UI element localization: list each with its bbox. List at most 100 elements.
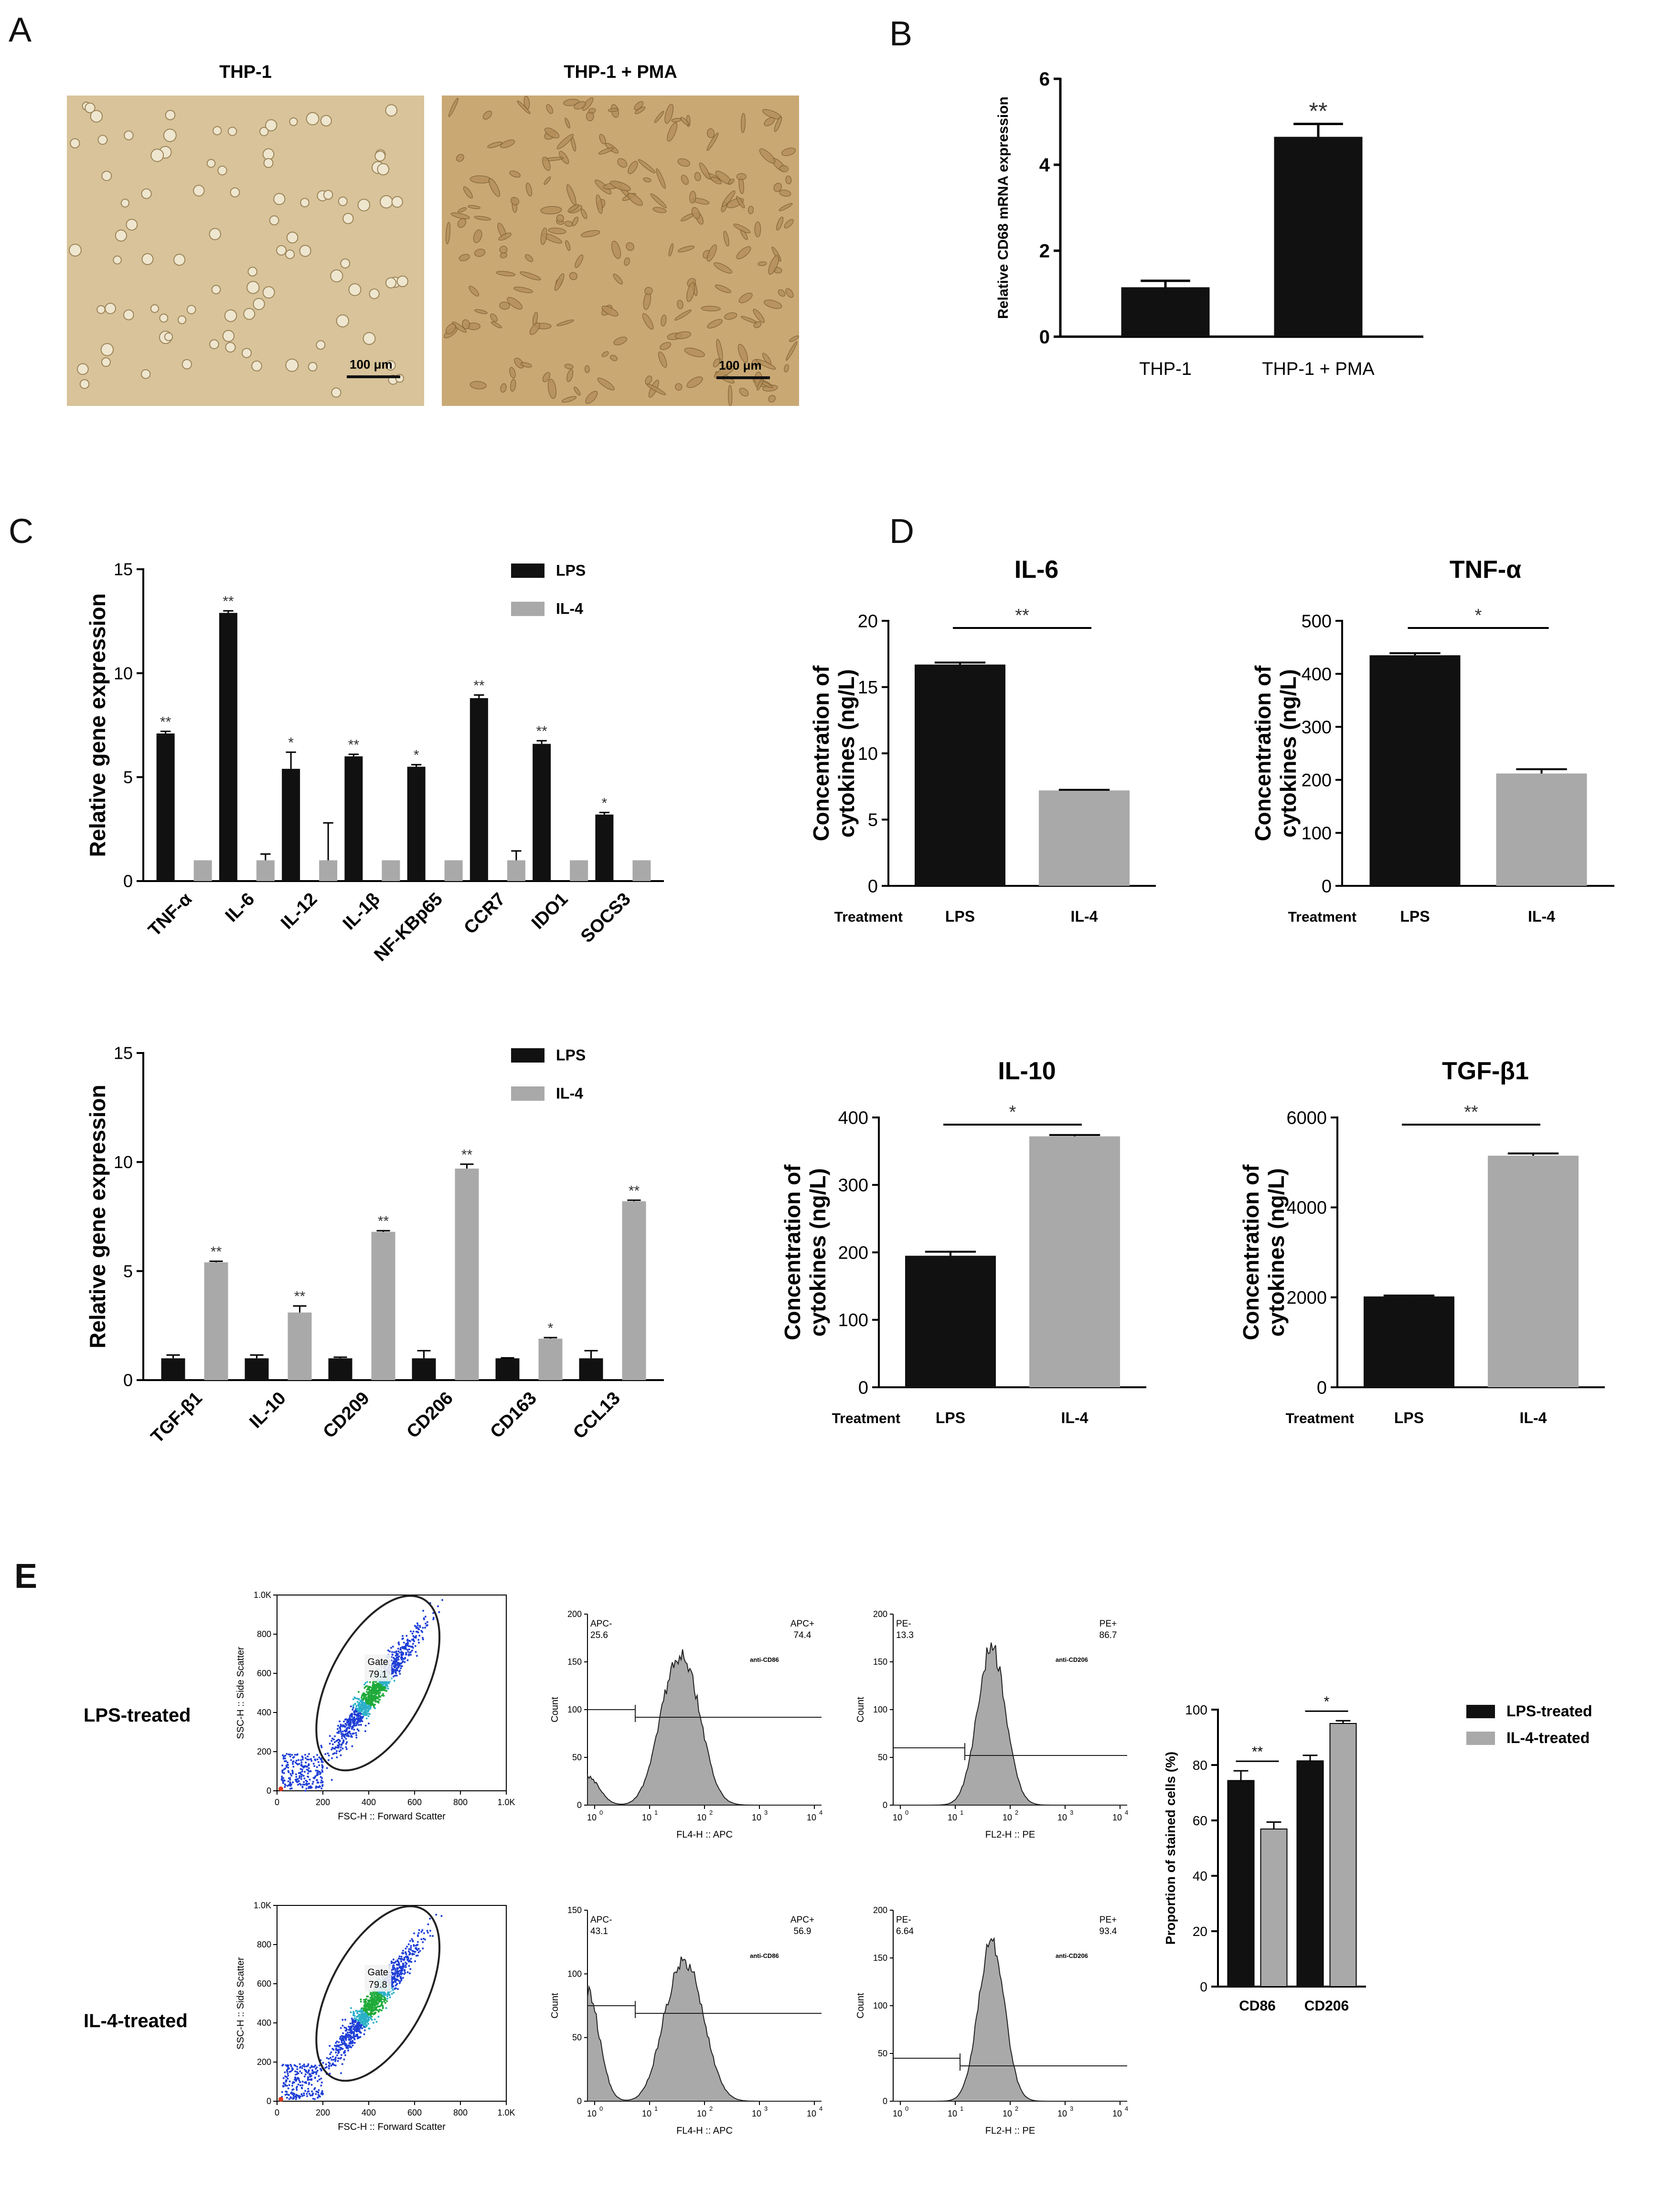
event-dot [291, 1769, 294, 1772]
event-dot [365, 1699, 367, 1701]
event-dot [376, 1682, 379, 1685]
event-dot [424, 1938, 426, 1941]
event-dot [409, 1645, 411, 1648]
event-dot [367, 2004, 369, 2006]
y-axis-label: cytokines (ng/L) [805, 1168, 830, 1337]
event-dot [399, 1651, 401, 1654]
event-dot [352, 1698, 354, 1701]
event-dot [353, 2015, 356, 2017]
event-dot [401, 1972, 403, 1975]
event-dot [405, 1643, 407, 1645]
cell [357, 199, 371, 212]
event-dot [334, 1735, 336, 1737]
adherent-cell [706, 132, 719, 151]
event-dot [286, 2071, 288, 2073]
event-dot [401, 1665, 403, 1668]
event-dot [355, 1722, 358, 1724]
event-dot [329, 2045, 331, 2047]
event-dot [420, 1931, 423, 1933]
y-tick-label: 0 [577, 2096, 582, 2106]
event-dot [416, 1655, 418, 1657]
event-dot [320, 1779, 323, 1782]
event-dot [286, 1753, 288, 1755]
event-dot [377, 1684, 380, 1686]
adherent-cell [684, 347, 705, 358]
cell [97, 135, 108, 145]
cell [124, 130, 134, 140]
gate-name: Gate [368, 1967, 388, 1978]
adherent-cell [462, 319, 470, 330]
cell [308, 362, 318, 372]
event-dot [332, 1753, 334, 1755]
event-dot [432, 1618, 435, 1620]
event-dot [331, 1779, 333, 1781]
event-dot [306, 1758, 309, 1761]
event-dot [398, 1962, 400, 1965]
event-dot [358, 2028, 361, 2030]
event-dot [334, 2064, 337, 2067]
event-dot [383, 1998, 385, 2000]
x-tick-label: CCL13 [569, 1388, 624, 1443]
bar [161, 1358, 185, 1380]
adherent-cell [689, 191, 696, 204]
y-tick-label: 200 [567, 1609, 582, 1619]
event-dot [315, 2068, 317, 2070]
event-dot [371, 1998, 373, 2000]
positive-gate-label: APC+ [790, 1619, 814, 1629]
event-dot [308, 2093, 310, 2095]
x-tick-label: 10 [1003, 2109, 1012, 2118]
event-dot [337, 1739, 340, 1741]
y-tick-label: 200 [873, 1905, 887, 1915]
event-dot [407, 1950, 410, 1953]
event-dot [366, 1680, 368, 1683]
event-dot [339, 1727, 342, 1730]
significance-mark: ** [461, 1147, 473, 1163]
event-dot [298, 1772, 300, 1774]
event-dot [282, 1754, 284, 1756]
event-dot [282, 1757, 285, 1760]
x-tick-label: 600 [407, 1797, 422, 1807]
adherent-cell [727, 384, 733, 406]
event-dot [320, 1759, 323, 1761]
event-dot [310, 1758, 312, 1760]
adherent-cell [776, 216, 784, 231]
event-dot [400, 1976, 402, 1978]
event-dot [364, 1730, 366, 1733]
event-dot [290, 2097, 292, 2099]
adherent-cell [499, 301, 510, 310]
y-tick-label: 100 [1302, 823, 1332, 843]
event-dot [366, 1714, 368, 1716]
event-dot [295, 2096, 298, 2099]
event-dot [366, 1995, 368, 1998]
event-dot [296, 1781, 299, 1783]
cell [85, 102, 96, 114]
adherent-cell [646, 383, 666, 395]
event-dot [328, 2064, 330, 2067]
event-dot [407, 1651, 409, 1653]
cell [379, 195, 393, 209]
event-dot [289, 1773, 292, 1775]
event-dot [288, 2067, 290, 2070]
event-dot [305, 1787, 308, 1790]
adherent-cell [596, 194, 603, 214]
bar [407, 766, 426, 881]
event-dot [348, 1719, 351, 1721]
event-dot [357, 2026, 360, 2029]
x-tick-label: CD209 [320, 1388, 374, 1442]
positive-gate-label: APC+ [790, 1915, 814, 1925]
event-dot [392, 1961, 395, 1964]
event-dot [332, 1738, 335, 1741]
event-dot [402, 1977, 404, 1979]
cell [331, 387, 342, 398]
event-dot [353, 2042, 356, 2044]
event-dot [370, 1689, 372, 1691]
event-dot [335, 1750, 338, 1752]
event-dot [381, 2003, 383, 2005]
event-dot [345, 2027, 347, 2029]
x-tick-label: 10 [697, 1813, 706, 1822]
event-dot [345, 1746, 347, 1748]
adherent-cell [569, 272, 577, 280]
adherent-cell [474, 309, 488, 314]
